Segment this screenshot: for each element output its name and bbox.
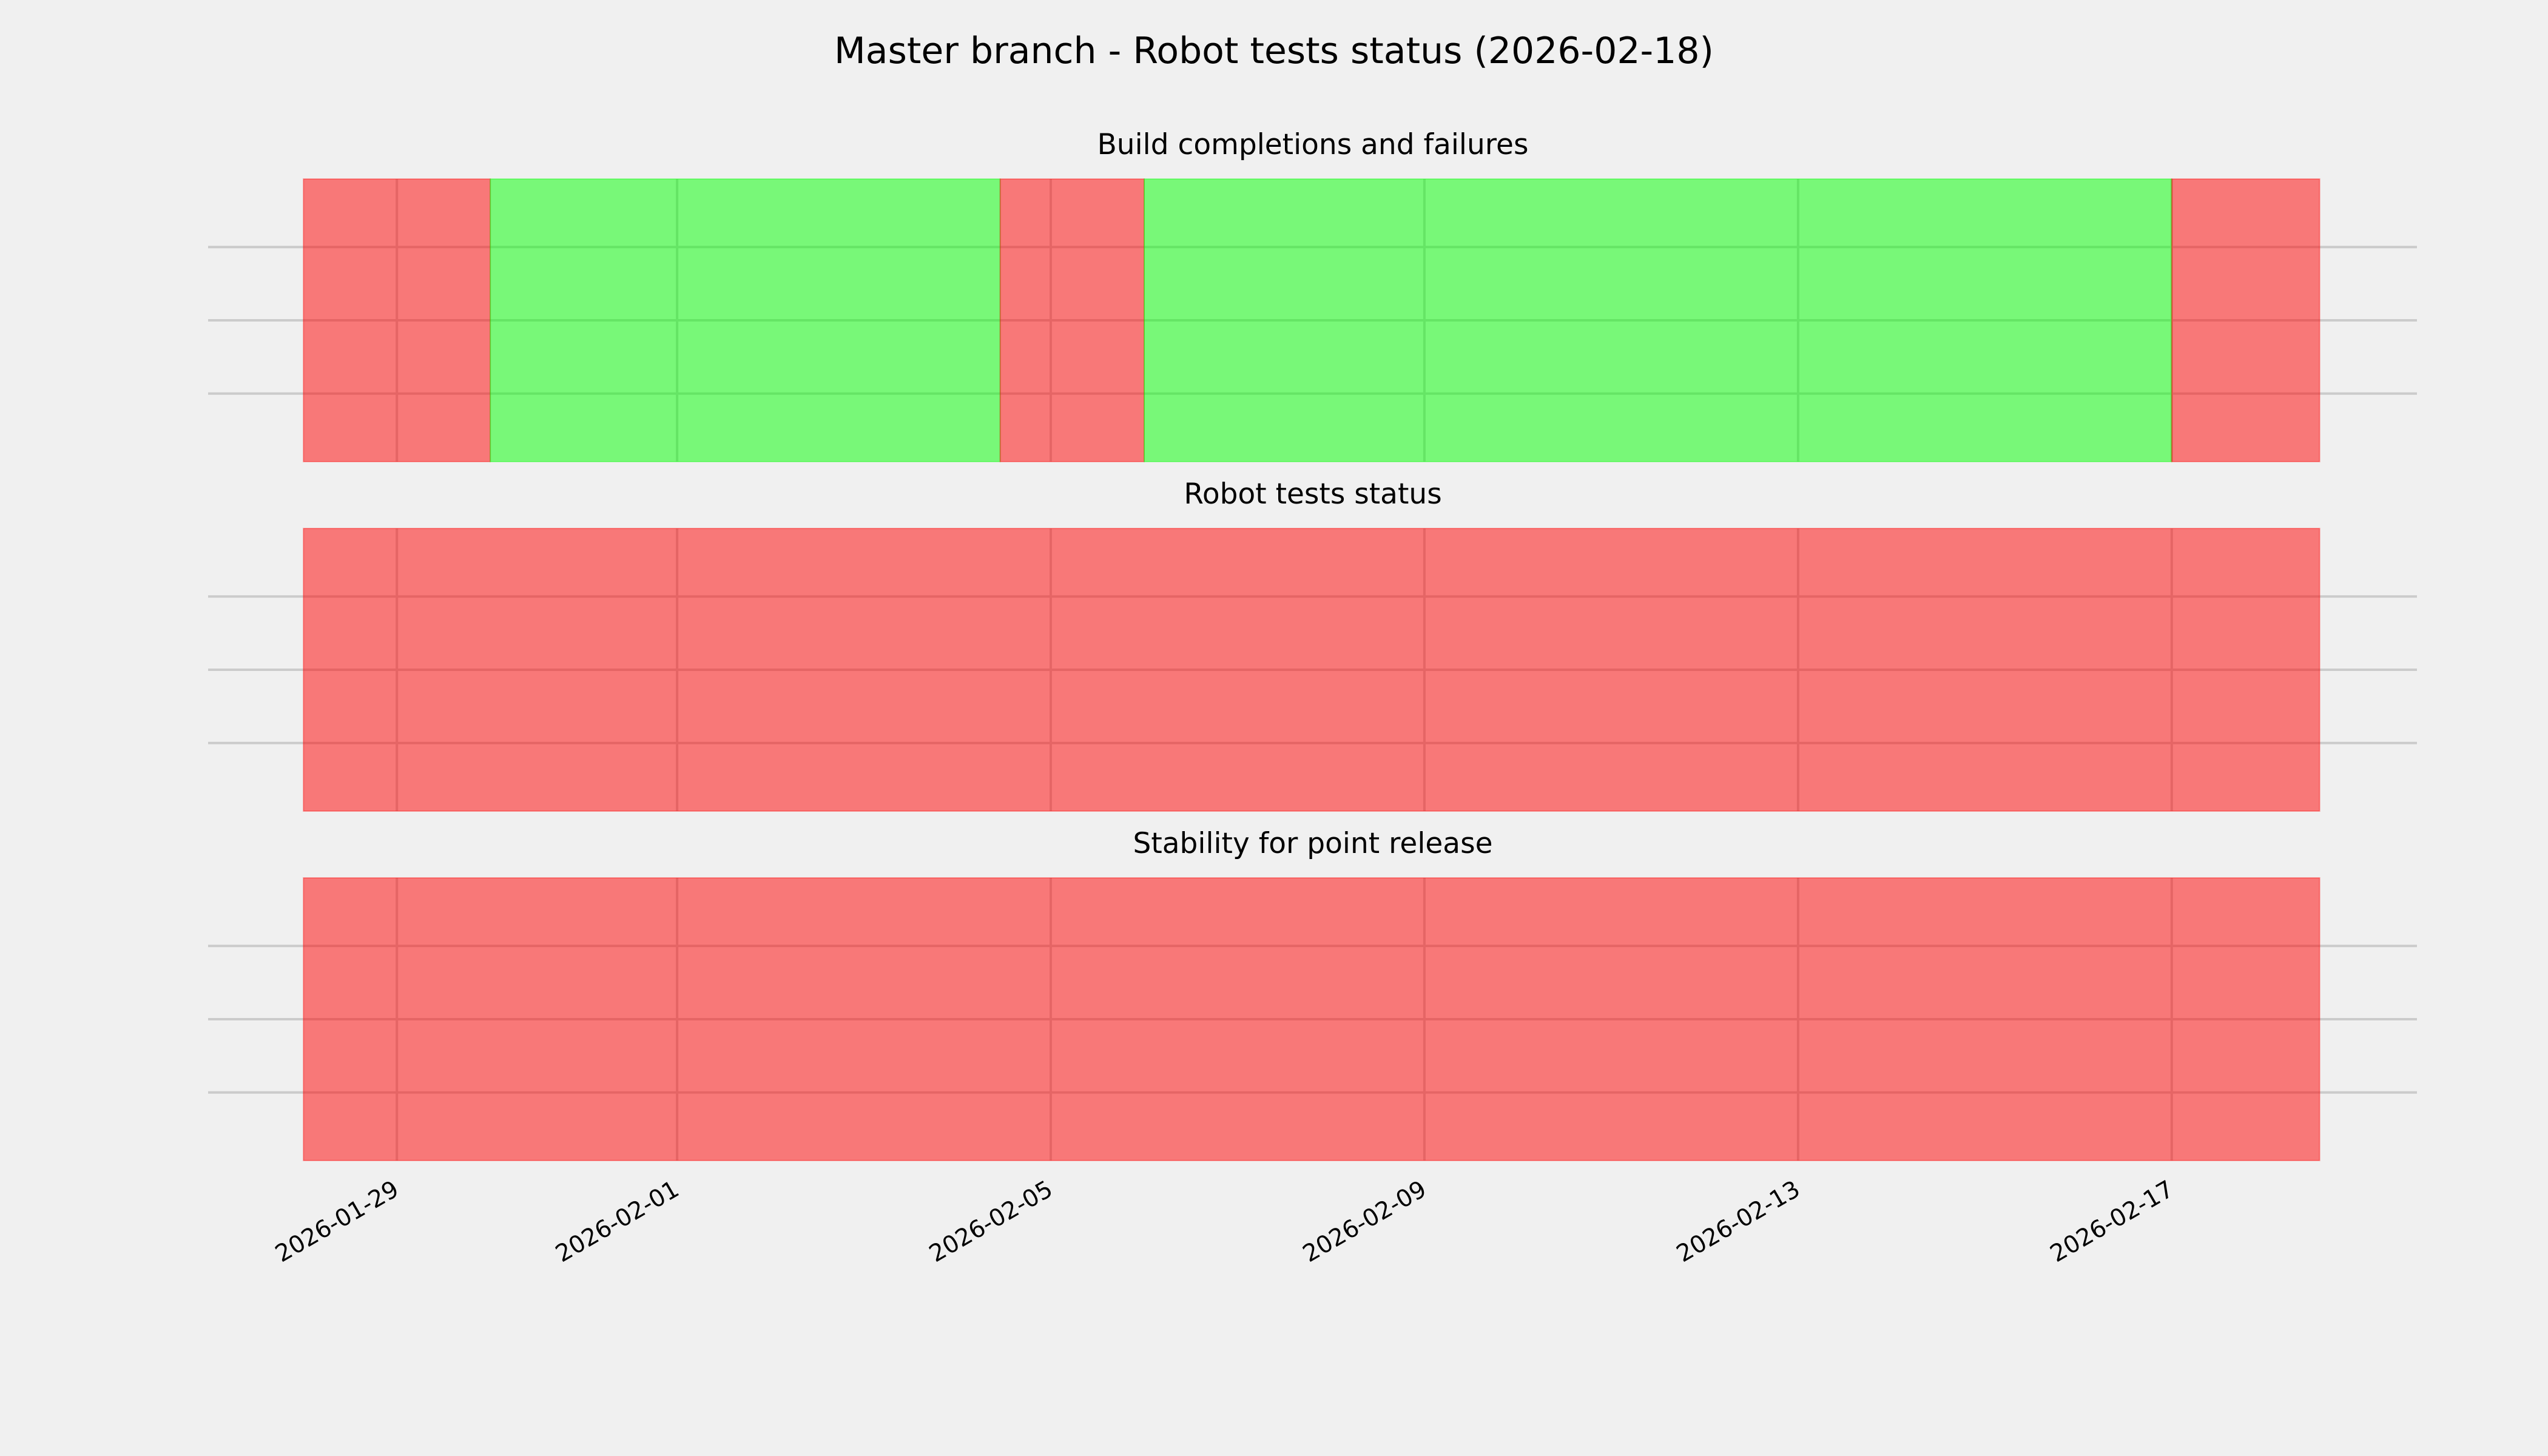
panel-1 bbox=[208, 528, 2417, 812]
segment-fail bbox=[303, 877, 2320, 1161]
x-tick-label: 2026-01-29 bbox=[271, 1176, 403, 1268]
panel-title-robot: Robot tests status bbox=[1184, 477, 1441, 511]
panel-title-build: Build completions and failures bbox=[1097, 128, 1529, 161]
x-tick-label: 2026-02-05 bbox=[925, 1176, 1057, 1268]
segment-pass bbox=[1144, 178, 2172, 462]
panel-2 bbox=[208, 877, 2417, 1161]
segment-fail bbox=[303, 178, 491, 462]
chart-title: Master branch - Robot tests status (2026… bbox=[834, 30, 1714, 72]
segment-fail bbox=[303, 528, 2320, 812]
x-tick-label: 2026-02-09 bbox=[1298, 1176, 1431, 1268]
segment-pass bbox=[490, 178, 1001, 462]
panel-0 bbox=[208, 178, 2417, 462]
x-tick-label: 2026-02-01 bbox=[551, 1176, 684, 1268]
panel-title-stability: Stability for point release bbox=[1133, 827, 1492, 860]
segment-fail bbox=[2171, 178, 2320, 462]
x-tick-label: 2026-02-13 bbox=[1672, 1176, 1805, 1268]
x-tick-label: 2026-02-17 bbox=[2046, 1176, 2179, 1268]
segment-fail bbox=[999, 178, 1145, 462]
